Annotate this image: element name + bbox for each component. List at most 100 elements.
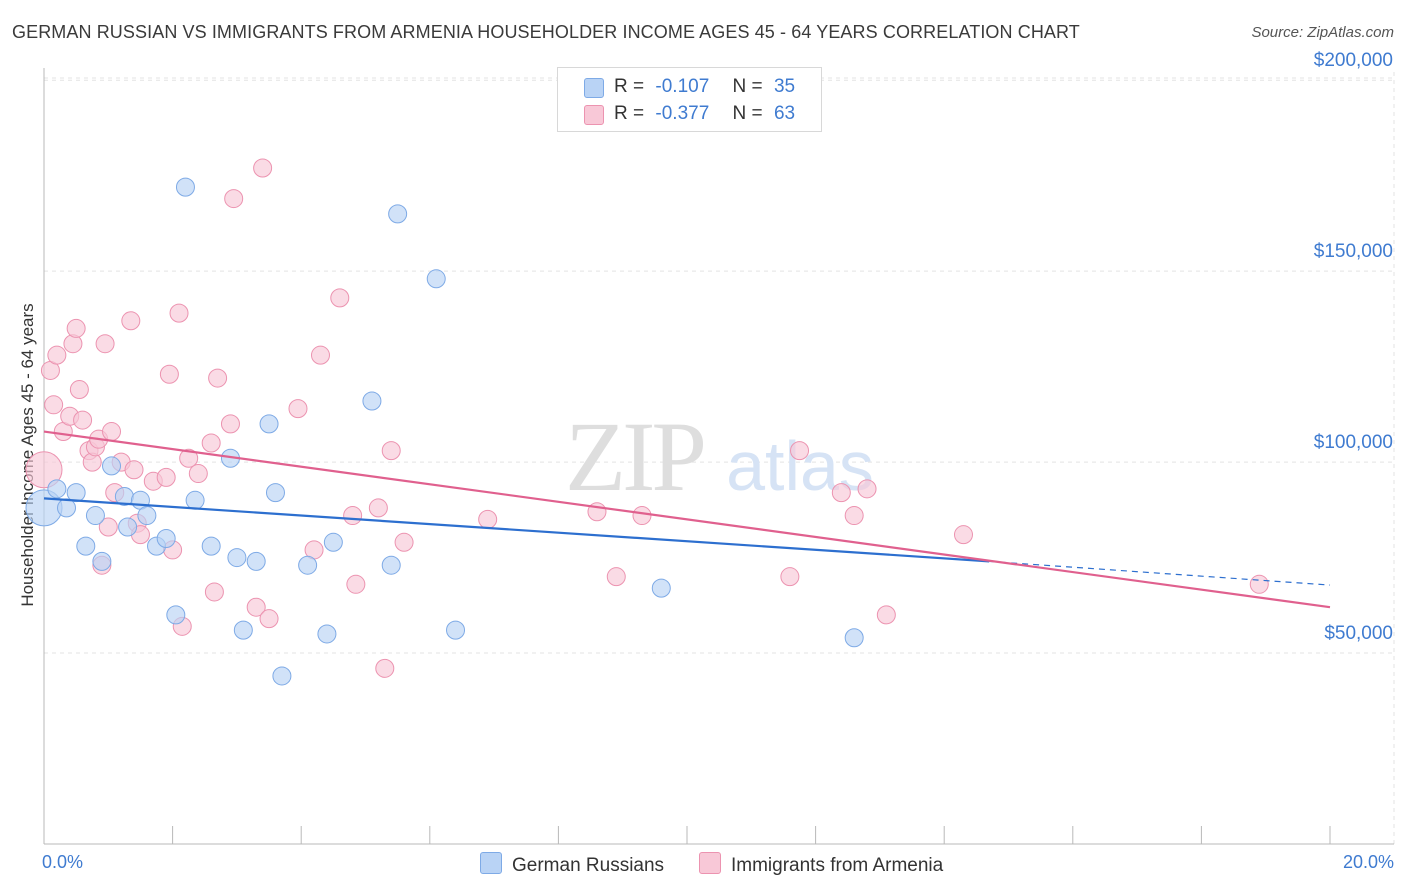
german-russian-point-26 bbox=[317, 624, 337, 644]
bottom-legend-immigrants-from-armenia: Immigrants from Armenia bbox=[699, 852, 943, 877]
armenia-point-9 bbox=[73, 410, 93, 430]
german-russian-point-20 bbox=[233, 620, 253, 640]
bottom-legend-swatch-blue bbox=[480, 852, 502, 874]
armenia-point-54 bbox=[780, 567, 800, 587]
armenia-point-53 bbox=[632, 506, 652, 526]
y-tick-label-50000: $50,000 bbox=[1324, 623, 1393, 645]
armenia-point-55 bbox=[790, 441, 810, 461]
armenia-point-56 bbox=[831, 483, 851, 503]
armenia-point-42 bbox=[310, 345, 330, 365]
german-russian-point-9 bbox=[118, 517, 138, 537]
trend-line-german-russians bbox=[43, 497, 990, 563]
armenia-point-30 bbox=[179, 448, 199, 468]
legend-swatch-blue bbox=[584, 78, 604, 98]
armenia-point-8 bbox=[69, 380, 89, 400]
armenia-point-59 bbox=[876, 605, 896, 625]
german-russian-point-29 bbox=[381, 555, 401, 575]
german-russian-point-31 bbox=[426, 269, 446, 289]
watermark-zip: ZIP bbox=[565, 401, 703, 512]
armenia-point-33 bbox=[204, 582, 224, 602]
trend-line-immigrants-from-armenia bbox=[43, 430, 1331, 609]
armenia-point-37 bbox=[246, 597, 266, 617]
legend-r-label: R = bbox=[614, 76, 645, 97]
german-russian-point-17 bbox=[201, 536, 221, 556]
german-russian-point-13 bbox=[156, 528, 176, 548]
armenia-point-16 bbox=[98, 517, 118, 537]
armenia-point-35 bbox=[220, 414, 240, 434]
legend-swatch-pink bbox=[584, 105, 604, 125]
german-russian-point-11 bbox=[137, 506, 157, 526]
armenia-point-58 bbox=[857, 479, 877, 499]
armenia-point-34 bbox=[208, 368, 228, 388]
chart-title: GERMAN RUSSIAN VS IMMIGRANTS FROM ARMENI… bbox=[12, 22, 1080, 42]
armenia-point-32 bbox=[201, 433, 221, 453]
armenia-point-28 bbox=[169, 303, 189, 323]
armenia-point-46 bbox=[368, 498, 388, 518]
armenia-point-40 bbox=[288, 399, 308, 419]
armenia-point-36 bbox=[224, 189, 244, 209]
armenia-point-26 bbox=[159, 364, 179, 384]
axes bbox=[43, 68, 1394, 845]
armenia-point-47 bbox=[375, 658, 395, 678]
armenia-point-43 bbox=[330, 288, 350, 308]
bottom-legend-label-blue: German Russians bbox=[512, 855, 665, 876]
stats-legend: R = -0.107 N = 35 R = -0.377 N = 63 bbox=[557, 67, 822, 132]
armenia-point-17 bbox=[102, 422, 122, 442]
german-russian-point-30 bbox=[388, 204, 408, 224]
series-immigrants-from-armenia bbox=[25, 158, 1269, 678]
armenia-point-39 bbox=[259, 609, 279, 629]
armenia-point-2 bbox=[44, 395, 64, 415]
armenia-point-0 bbox=[25, 451, 63, 489]
german-russian-point-28 bbox=[362, 391, 382, 411]
bottom-legend-swatch-pink bbox=[699, 852, 721, 874]
german-russian-point-1 bbox=[47, 479, 67, 499]
armenia-point-3 bbox=[47, 345, 67, 365]
armenia-point-57 bbox=[844, 506, 864, 526]
legend-n-label: N = bbox=[732, 76, 763, 97]
watermark: ZIP atlas bbox=[565, 401, 874, 512]
x-tick-label-max: 20.0% bbox=[1342, 852, 1394, 872]
armenia-point-20 bbox=[121, 311, 141, 331]
armenia-point-45 bbox=[346, 574, 366, 594]
legend-n-label: N = bbox=[732, 103, 763, 124]
german-russian-point-6 bbox=[92, 551, 112, 571]
german-russian-point-16 bbox=[185, 490, 205, 510]
y-tick-label-150000: $150,000 bbox=[1313, 241, 1393, 263]
bottom-legend-german-russians: German Russians bbox=[480, 852, 664, 877]
y-tick-label-100000: $100,000 bbox=[1313, 432, 1393, 454]
german-russian-point-21 bbox=[246, 551, 266, 571]
gridlines bbox=[44, 72, 1395, 844]
german-russian-point-25 bbox=[298, 555, 318, 575]
armenia-point-15 bbox=[95, 334, 115, 354]
y-tick-label-200000: $200,000 bbox=[1313, 50, 1393, 72]
armenia-point-38 bbox=[253, 158, 273, 178]
legend-r-value-blue: -0.107 bbox=[655, 76, 710, 97]
legend-n-value-pink: 63 bbox=[773, 103, 796, 124]
german-russian-point-5 bbox=[85, 506, 105, 526]
armenia-point-50 bbox=[478, 509, 498, 529]
armenia-point-49 bbox=[394, 532, 414, 552]
legend-r-label: R = bbox=[614, 103, 645, 124]
german-russian-point-22 bbox=[259, 414, 279, 434]
german-russian-point-33 bbox=[651, 578, 671, 598]
armenia-point-60 bbox=[953, 525, 973, 545]
trend-lines bbox=[43, 430, 1331, 609]
legend-n-value-blue: 35 bbox=[773, 76, 796, 97]
armenia-point-52 bbox=[606, 567, 626, 587]
armenia-point-61 bbox=[1249, 574, 1269, 594]
armenia-point-31 bbox=[188, 464, 208, 484]
german-russian-point-24 bbox=[272, 666, 292, 686]
series-german-russians bbox=[25, 177, 864, 686]
german-russian-point-3 bbox=[66, 483, 86, 503]
german-russian-point-15 bbox=[175, 177, 195, 197]
german-russian-point-14 bbox=[166, 605, 186, 625]
german-russian-point-19 bbox=[227, 548, 247, 568]
x-tick-label-min: 0.0% bbox=[42, 852, 84, 872]
watermark-atlas: atlas bbox=[726, 427, 874, 505]
german-russian-point-7 bbox=[102, 456, 122, 476]
armenia-point-7 bbox=[66, 318, 86, 338]
source-label: Source: ZipAtlas.com bbox=[1251, 24, 1394, 41]
legend-r-value-pink: -0.377 bbox=[655, 103, 710, 124]
german-russian-point-4 bbox=[76, 536, 96, 556]
